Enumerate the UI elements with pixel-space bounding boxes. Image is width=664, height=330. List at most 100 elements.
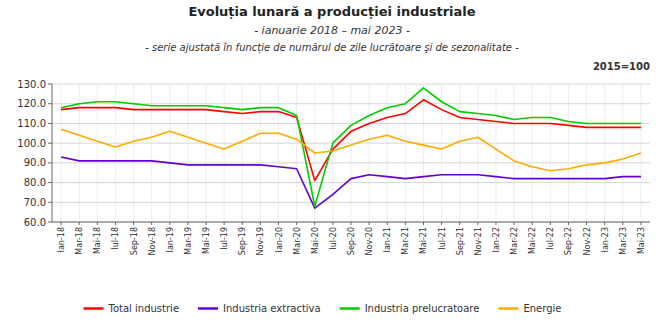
x-tick-label: Iul-20	[329, 227, 338, 250]
x-grid-line	[369, 84, 370, 222]
y-tick-label: 90.0	[24, 157, 46, 168]
x-tick-label: Mar-18	[75, 227, 84, 255]
x-tick-label: Iul-22	[546, 227, 555, 250]
x-grid-line	[224, 84, 225, 222]
x-grid-line	[441, 84, 442, 222]
grid	[52, 84, 650, 222]
y-tick-label: 120.0	[17, 98, 46, 109]
x-grid-line	[151, 84, 152, 222]
y-axis-line	[52, 84, 53, 222]
x-tick-label: Ian-22	[492, 227, 501, 252]
x-grid-line	[133, 84, 134, 222]
x-grid-line	[187, 84, 188, 222]
x-grid-line	[206, 84, 207, 222]
x-tick-label: Ian-21	[383, 227, 392, 252]
x-grid-line	[332, 84, 333, 222]
x-tick-label: Iul-19	[220, 227, 229, 250]
x-grid-line	[97, 84, 98, 222]
x-grid-line	[387, 84, 388, 222]
annotation: - serie ajustată în funcție de numărul d…	[145, 42, 519, 54]
y-tick-label: 60.0	[24, 217, 46, 228]
x-tick-label: Sep-22	[564, 227, 573, 255]
x-tick-label: Ian-19	[166, 227, 175, 252]
x-grid-line	[568, 84, 569, 222]
y-tick	[48, 202, 52, 203]
legend-label: Energie	[523, 303, 561, 314]
series-line	[61, 157, 641, 208]
x-tick-label: Ian-23	[601, 227, 610, 252]
x-tick-label: Nov-22	[583, 227, 592, 255]
legend-swatch	[340, 307, 360, 310]
legend-swatch	[84, 307, 104, 310]
x-grid-line	[586, 84, 587, 222]
x-grid-line	[622, 84, 623, 222]
x-tick-label: Mar-20	[293, 227, 302, 255]
legend-label: Industria prelucratoare	[365, 303, 480, 314]
x-grid-line	[242, 84, 243, 222]
x-tick-label: Mai-18	[93, 227, 102, 254]
x-grid-line	[423, 84, 424, 222]
y-tick	[48, 222, 52, 223]
x-tick-label: Sep-19	[238, 227, 247, 255]
x-grid-line	[61, 84, 62, 222]
x-grid-line	[532, 84, 533, 222]
x-grid-line	[477, 84, 478, 222]
y-tick	[48, 84, 52, 85]
x-tick-label: Sep-20	[347, 227, 356, 255]
x-grid-line	[459, 84, 460, 222]
x-axis-line	[52, 222, 650, 223]
x-tick-label: Nov-20	[365, 227, 374, 255]
y-tick	[48, 143, 52, 144]
y-tick-label: 110.0	[17, 118, 46, 129]
x-tick-label: Mai-21	[419, 227, 428, 254]
series-line	[61, 88, 641, 206]
x-grid-line	[351, 84, 352, 222]
x-grid-line	[169, 84, 170, 222]
x-tick-label: Sep-18	[130, 227, 139, 255]
x-grid-line	[514, 84, 515, 222]
x-tick-label: Mai-19	[202, 227, 211, 254]
series-group	[61, 88, 641, 208]
series-line	[61, 100, 641, 181]
series-line	[61, 129, 641, 170]
x-tick-label: Mai-20	[311, 227, 320, 254]
x-tick-label: Mai-22	[528, 227, 537, 254]
y-tick-label: 70.0	[24, 197, 46, 208]
x-grid-line	[296, 84, 297, 222]
x-tick-label: Nov-21	[474, 227, 483, 255]
y-tick-label: 100.0	[17, 138, 46, 149]
y-tick-label: 80.0	[24, 177, 46, 188]
x-tick-label: Nov-18	[148, 227, 157, 255]
x-grid-line	[604, 84, 605, 222]
x-grid-line	[405, 84, 406, 222]
x-tick-label: Ian-20	[275, 227, 284, 252]
legend: Total industrie Industria extractiva Indus…	[84, 303, 562, 314]
x-grid-line	[79, 84, 80, 222]
x-grid-line	[495, 84, 496, 222]
x-tick-label: Ian-18	[57, 227, 66, 252]
x-tick-label: Nov-19	[256, 227, 265, 255]
x-tick-label: Iul-18	[111, 227, 120, 250]
subtitle: - ianuarie 2018 – mai 2023 -	[254, 24, 410, 37]
y-tick	[48, 182, 52, 183]
y-grid-line	[52, 222, 650, 223]
x-tick-label: Mar-22	[510, 227, 519, 255]
x-grid-line	[278, 84, 279, 222]
legend-label: Industria extractiva	[223, 303, 321, 314]
x-tick-label: Sep-21	[456, 227, 465, 255]
annotation: 2015=100	[593, 61, 650, 72]
x-tick-label: Mai-23	[637, 227, 646, 254]
x-grid-line	[550, 84, 551, 222]
y-tick	[48, 103, 52, 104]
chart: Evoluția lunară a producției industriale…	[0, 0, 664, 330]
x-tick-label: Mar-21	[401, 227, 410, 255]
x-grid-line	[260, 84, 261, 222]
axes: 60.0 70.0 80.0 90.0 100.0 110.0 120.0 130.0 Ian-…	[17, 79, 650, 256]
x-tick-label: Mar-19	[184, 227, 193, 255]
legend-label: Total industrie	[108, 303, 180, 314]
y-tick	[48, 123, 52, 124]
legend-swatch	[498, 307, 518, 310]
x-tick-label: Iul-21	[438, 227, 447, 250]
x-tick-label: Mar-23	[619, 227, 628, 255]
y-tick-label: 130.0	[17, 79, 46, 90]
